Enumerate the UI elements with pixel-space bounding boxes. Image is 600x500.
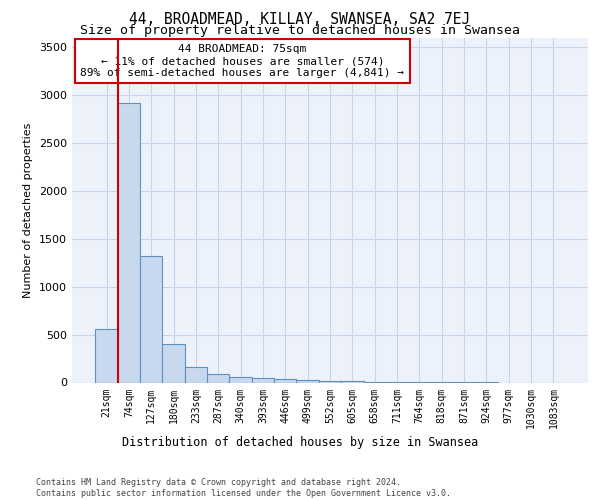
Bar	[95, 329, 118, 382]
Bar	[140, 256, 163, 382]
Bar	[296, 380, 319, 382]
Text: Size of property relative to detached houses in Swansea: Size of property relative to detached ho…	[80, 24, 520, 37]
Text: Distribution of detached houses by size in Swansea: Distribution of detached houses by size …	[122, 436, 478, 449]
Y-axis label: Number of detached properties: Number of detached properties	[23, 122, 34, 298]
Bar	[118, 102, 140, 382]
Bar	[163, 344, 185, 383]
Bar	[274, 378, 296, 382]
Bar	[185, 366, 207, 382]
Text: 44 BROADMEAD: 75sqm
← 11% of detached houses are smaller (574)
89% of semi-detac: 44 BROADMEAD: 75sqm ← 11% of detached ho…	[80, 44, 404, 78]
Bar	[207, 374, 229, 382]
Bar	[252, 378, 274, 382]
Text: 44, BROADMEAD, KILLAY, SWANSEA, SA2 7EJ: 44, BROADMEAD, KILLAY, SWANSEA, SA2 7EJ	[130, 12, 470, 26]
Bar	[319, 381, 341, 382]
Bar	[229, 377, 252, 382]
Text: Contains HM Land Registry data © Crown copyright and database right 2024.
Contai: Contains HM Land Registry data © Crown c…	[36, 478, 451, 498]
